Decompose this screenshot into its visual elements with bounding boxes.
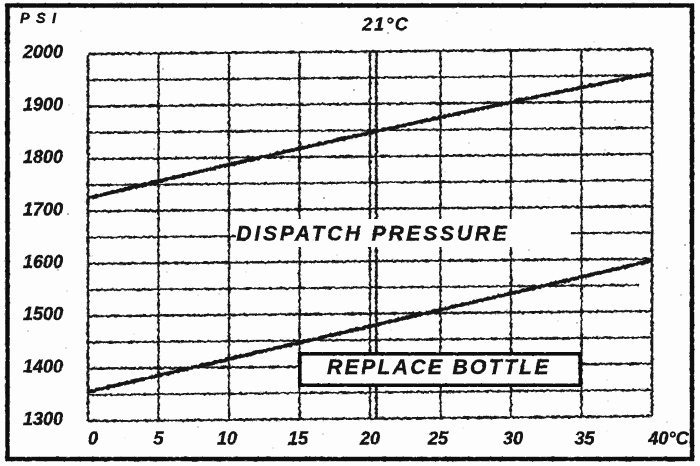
svg-text:10: 10	[217, 428, 237, 448]
svg-text:15: 15	[288, 428, 309, 448]
svg-text:1800: 1800	[23, 147, 63, 167]
svg-text:1600: 1600	[23, 252, 63, 272]
svg-text:1700: 1700	[23, 199, 63, 219]
svg-text:DISPATCH PRESSURE: DISPATCH PRESSURE	[236, 223, 509, 246]
svg-text:35: 35	[574, 428, 595, 448]
svg-text:21°C: 21°C	[361, 15, 409, 35]
svg-text:REPLACE BOTTLE: REPLACE BOTTLE	[327, 356, 551, 379]
svg-text:0: 0	[88, 428, 98, 448]
svg-text:PSI: PSI	[20, 11, 62, 27]
svg-text:5: 5	[153, 428, 164, 448]
svg-text:30: 30	[503, 428, 523, 448]
svg-text:1500: 1500	[23, 304, 63, 324]
svg-text:40°C: 40°C	[647, 428, 689, 448]
svg-text:2000: 2000	[22, 42, 63, 62]
svg-text:25: 25	[427, 428, 449, 448]
svg-text:20: 20	[359, 428, 380, 448]
svg-text:1300: 1300	[23, 409, 63, 429]
svg-text:1400: 1400	[23, 357, 63, 377]
svg-text:1900: 1900	[23, 94, 63, 114]
